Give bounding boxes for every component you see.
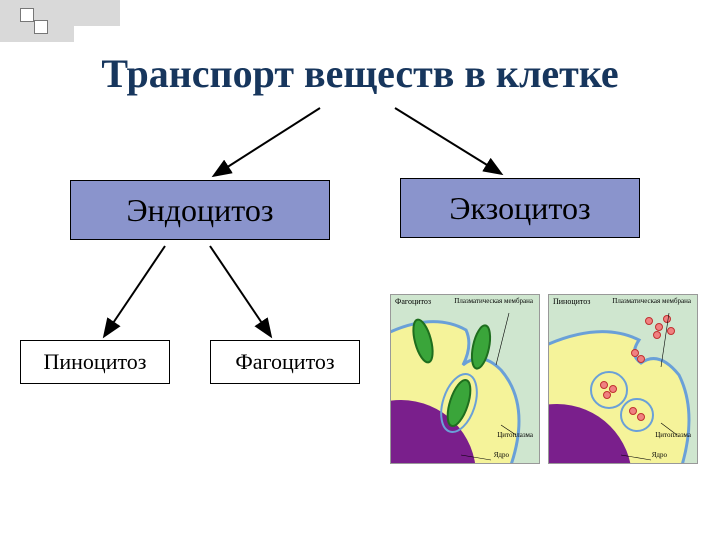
deco-square bbox=[20, 8, 34, 22]
nucleus-label: Ядро bbox=[494, 451, 509, 459]
illustration-pinocytosis: Пиноцитоз Плазматическая мембрана Цитопл… bbox=[548, 294, 698, 464]
node-exocytosis: Экзоцитоз bbox=[400, 178, 640, 238]
cytoplasm-label: Цитоплазма bbox=[655, 431, 691, 439]
slide-title: Транспорт веществ в клетке bbox=[0, 50, 720, 97]
deco-square bbox=[34, 20, 48, 34]
node-pinocytosis: Пиноцитоз bbox=[20, 340, 170, 384]
nucleus-label: Ядро bbox=[652, 451, 667, 459]
node-phagocytosis: Фагоцитоз bbox=[210, 340, 360, 384]
illustration-phagocytosis: Фагоцитоз Плазматическая мембрана Цитопл… bbox=[390, 294, 540, 464]
deco-block bbox=[74, 0, 120, 26]
node-endocytosis: Эндоцитоз bbox=[70, 180, 330, 240]
slide-corner-decoration bbox=[0, 0, 120, 42]
cytoplasm-label: Цитоплазма bbox=[497, 431, 533, 439]
